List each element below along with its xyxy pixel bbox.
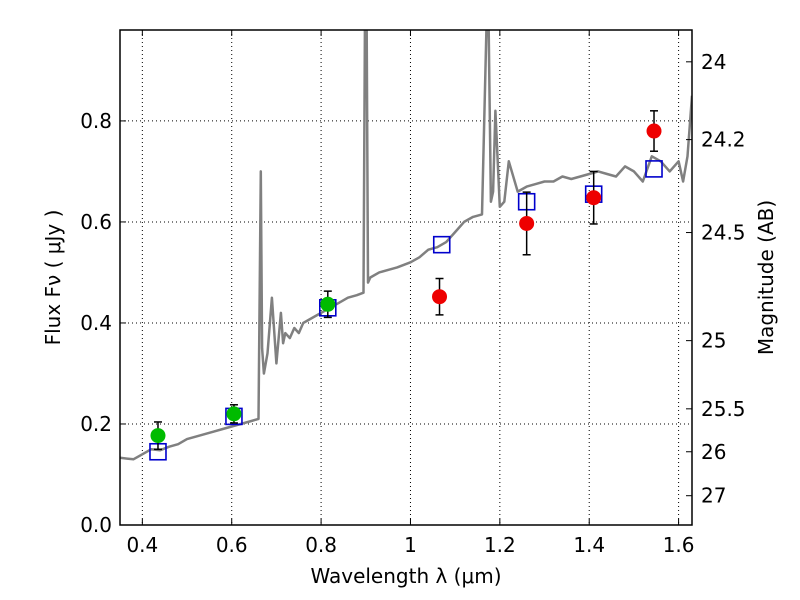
y-tick-label: 0.6 xyxy=(80,210,112,234)
right-axis-label: Magnitude (AB) xyxy=(754,200,778,355)
right-tick-label: 25 xyxy=(701,329,726,353)
plot-frame xyxy=(119,29,693,526)
observed-photometry-point xyxy=(226,406,242,422)
right-tick-label: 27 xyxy=(701,484,726,508)
right-tick-label: 26 xyxy=(701,440,726,464)
x-tick-label: 0.6 xyxy=(216,533,248,557)
right-tick-label: 24 xyxy=(701,50,726,74)
observed-photometry-point xyxy=(432,289,448,305)
observed-photometry-point xyxy=(586,190,602,206)
observed-photometry-point xyxy=(320,296,336,312)
y-tick-label: 0.2 xyxy=(80,412,112,436)
right-tick-label: 25.5 xyxy=(701,397,746,421)
y-tick-label: 0.4 xyxy=(80,311,112,335)
plot-area xyxy=(120,30,692,461)
x-tick-label: 1.4 xyxy=(573,533,605,557)
right-tick-label: 24.5 xyxy=(701,221,746,245)
observed-photometry-point xyxy=(150,428,166,444)
x-axis-label: Wavelength λ (μm) xyxy=(310,564,501,588)
x-tick-label: 0.8 xyxy=(305,533,337,557)
observed-photometry-point xyxy=(646,123,662,139)
axis-ticks: 0.4 0.6 0.8 1 1.2 1.4 1.6 0.0 0.2 0.4 0.6 0.8 24 24.2… xyxy=(80,30,746,557)
x-tick-label: 1.6 xyxy=(663,533,695,557)
y-tick-label: 0.8 xyxy=(80,109,112,133)
model-photometry-square xyxy=(645,160,663,178)
right-tick-label: 24.2 xyxy=(701,128,746,152)
y-axis-label: Flux Fν ( μJy ) xyxy=(41,210,65,346)
observed-photometry-point xyxy=(519,215,535,231)
spectrum-line xyxy=(120,30,692,461)
y-tick-label: 0.0 xyxy=(80,513,112,537)
grid-lines xyxy=(120,30,692,525)
x-tick-label: 1.2 xyxy=(484,533,516,557)
x-tick-label: 1 xyxy=(404,533,417,557)
model-photometry-square xyxy=(432,235,451,254)
x-tick-label: 0.4 xyxy=(126,533,158,557)
